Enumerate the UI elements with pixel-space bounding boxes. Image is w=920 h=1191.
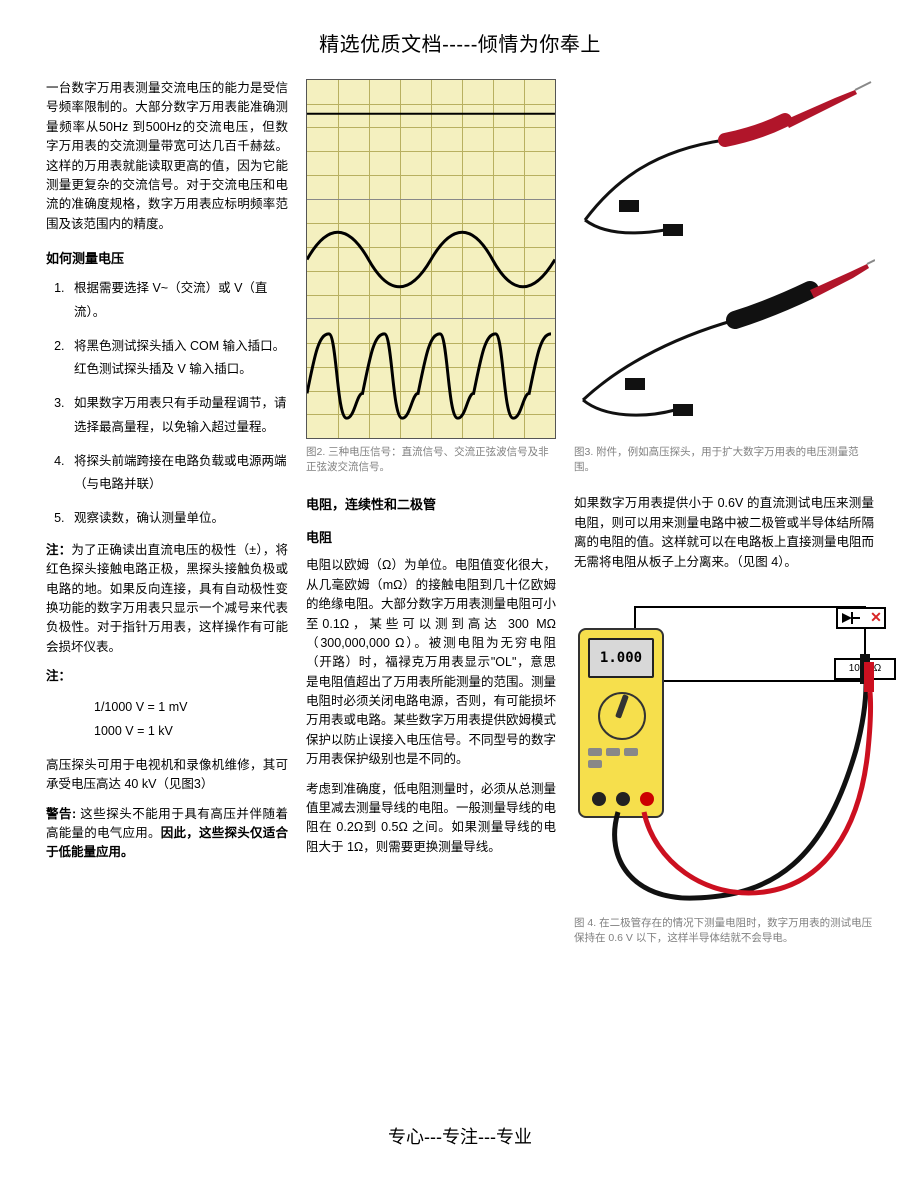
step-4: 将探头前端跨接在电路负载或电源两端（与电路并联） [68,450,288,498]
figure-3-probes [574,79,874,439]
figure-2-waveforms [306,79,556,439]
note-polarity: 注：为了正确读出直流电压的极性（±），将红色探头接触电路正极，黑探头接触负极或电… [46,541,288,657]
step-2: 将黑色测试探头插入 COM 输入插口。红色测试探头插及 V 输入插口。 [68,335,288,383]
note-label: 注： [46,543,71,557]
black-probe-icon [575,250,875,440]
measurement-steps: 根据需要选择 V~（交流）或 V（直流）。 将黑色测试探头插入 COM 输入插口… [46,277,288,531]
page-header: 精选优质文档-----倾情为你奉上 [46,28,874,57]
step-5: 观察读数，确认测量单位。 [68,507,288,531]
dc-wave-icon [307,80,555,199]
left-column: 一台数字万用表测量交流电压的能力是受信号频率限制的。大部分数字万用表能准确测量频… [46,79,288,945]
right-paragraph-1: 如果数字万用表提供小于 0.6V 的直流测试电压来测量电阻，则可以用来测量电路中… [574,494,874,572]
sine-wave-icon [307,200,555,319]
resistance-paragraph-2: 考虑到准确度，低电阻测量时，必须从总测量值里减去测量导线的电阻。一般测量导线的电… [306,780,556,858]
warning-label: 警告: [46,807,76,821]
waveform-pane-nonsine [307,318,555,438]
intro-paragraph: 一台数字万用表测量交流电压的能力是受信号频率限制的。大部分数字万用表能准确测量频… [46,79,288,234]
red-probe-icon [575,80,875,250]
note-label-2: 注： [46,669,71,683]
warning-paragraph: 警告: 这些探头不能用于具有高压并伴随着高能量的电气应用。因此，这些探头仅适合于… [46,805,288,863]
figure-3-caption: 图3. 附件，例如高压探头，用于扩大数字万用表的电压测量范围。 [574,445,874,474]
resistance-subheading: 电阻 [306,527,556,546]
middle-column: 图2. 三种电压信号：直流信号、交流正弦波信号及非正弦波交流信号。 电阻，连续性… [306,79,556,945]
step-1: 根据需要选择 V~（交流）或 V（直流）。 [68,277,288,325]
waveform-pane-sine [307,199,555,319]
figure-4-circuit: ✕ 1000 Ω 1.000 [574,600,874,910]
test-leads-icon [574,600,874,910]
unit-line-2: 1000 V = 1 kV [94,720,288,744]
figure-2-caption: 图2. 三种电压信号：直流信号、交流正弦波信号及非正弦波交流信号。 [306,445,556,474]
note-units: 注： [46,667,288,686]
note-polarity-text: 为了正确读出直流电压的极性（±），将红色探头接触电路正极，黑探头接触负极或电路的… [46,543,288,654]
unit-conversion-block: 1/1000 V = 1 mV 1000 V = 1 kV [46,696,288,744]
how-to-measure-heading: 如何测量电压 [46,248,288,267]
step-3: 如果数字万用表只有手动量程调节，请选择最高量程，以免输入超过量程。 [68,392,288,440]
hv-probe-paragraph: 高压探头可用于电视机和录像机维修，其可承受电压高达 40 kV（见图3） [46,756,288,795]
unit-line-1: 1/1000 V = 1 mV [94,696,288,720]
figure-4-wrap: ✕ 1000 Ω 1.000 [574,600,874,945]
figure-4-caption: 图 4. 在二极管存在的情况下测量电阻时，数字万用表的测试电压保持在 0.6 V… [574,916,874,945]
resistance-paragraph-1: 电阻以欧姆（Ω）为单位。电阻值变化很大，从几毫欧姆（mΩ）的接触电阻到几十亿欧姆… [306,556,556,769]
right-column: 图3. 附件，例如高压探头，用于扩大数字万用表的电压测量范围。 如果数字万用表提… [574,79,874,945]
waveform-pane-dc [307,80,555,199]
resistance-section-heading: 电阻，连续性和二极管 [306,494,556,513]
nonsine-wave-icon [307,319,555,438]
three-column-layout: 一台数字万用表测量交流电压的能力是受信号频率限制的。大部分数字万用表能准确测量频… [46,79,874,945]
page-footer: 专心---专注---专业 [0,1123,920,1149]
